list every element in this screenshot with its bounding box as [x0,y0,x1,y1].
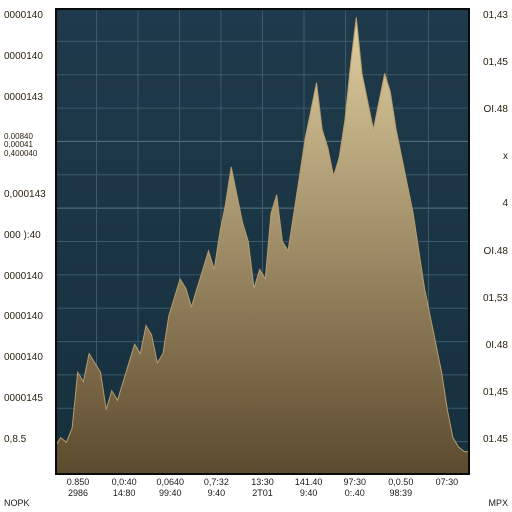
x-axis: 0.85029860,0:4014:800,064099:400,7:329:4… [55,475,470,512]
x-axis-corner-left: NOPK [4,471,30,512]
y-left-tick: 0000143 [4,92,43,103]
y-right-tick: 01.45 [483,434,508,445]
y-left-tick: 0.00840 0,00041 0,400040 [4,133,37,159]
y-left-tick: 0000145 [4,393,43,404]
y-axis-right: 01,43 01,45 OI.48 x 4 OI.48 01,53 0I.48 01,45 01.… [470,0,512,475]
x-tick: 07:30 [424,477,470,488]
x-tick: 13:302T01 [239,477,285,499]
y-left-tick: 0000140 [4,311,43,322]
y-right-tick: 4 [502,198,508,209]
x-tick: 0,7:329:40 [193,477,239,499]
y-left-tick: 0,000143 [4,189,46,200]
x-axis-corner-right: MPX [488,471,508,512]
y-left-tick: 0,8.5 [4,434,26,445]
y-axis-left: 0000140 0000140 0000143 0.00840 0,00041 0,4… [0,0,55,475]
y-right-tick: 01,43 [483,10,508,21]
y-left-tick: 0000140 [4,352,43,363]
y-right-tick: OI.48 [484,104,508,115]
chart-svg [55,8,470,475]
y-left-tick: 000 ):40 [4,230,41,241]
x-tick: 0,064099:40 [147,477,193,499]
x-tick: 0.8502986 [55,477,101,499]
x-tick: 141.409:40 [286,477,332,499]
x-tick: 0,0:4014:80 [101,477,147,499]
y-left-tick: 0000140 [4,10,43,21]
chart-plot-area [55,8,470,475]
y-right-tick: 01,45 [483,57,508,68]
x-tick: 0,0.5098:39 [378,477,424,499]
x-tick: 97:300:.40 [332,477,378,499]
y-right-tick: OI.48 [484,246,508,257]
y-right-tick: 01,53 [483,293,508,304]
y-right-tick: 0I.48 [486,340,508,351]
y-left-tick: 0000140 [4,271,43,282]
y-right-tick: x [503,151,508,162]
y-left-tick: 0000140 [4,51,43,62]
y-right-tick: 01,45 [483,387,508,398]
